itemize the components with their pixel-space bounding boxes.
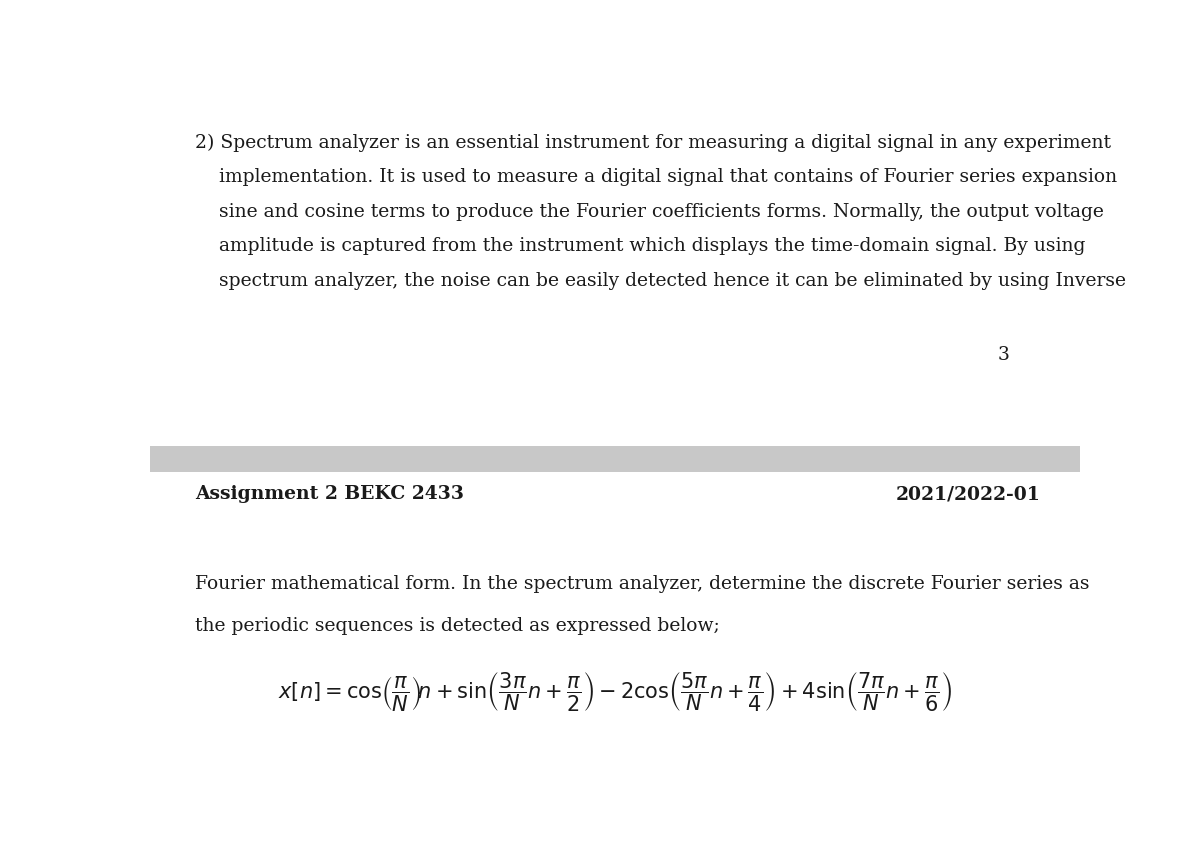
Text: the periodic sequences is detected as expressed below;: the periodic sequences is detected as ex…: [194, 616, 719, 634]
Text: implementation. It is used to measure a digital signal that contains of Fourier : implementation. It is used to measure a …: [194, 168, 1117, 186]
Text: 3: 3: [998, 346, 1009, 364]
Text: $x[n] = \cos\!\left(\dfrac{\pi}{N}\right)\!n + \sin\!\left(\dfrac{3\pi}{N}n + \d: $x[n] = \cos\!\left(\dfrac{\pi}{N}\right…: [278, 671, 952, 713]
Text: sine and cosine terms to produce the Fourier coefficients forms. Normally, the o: sine and cosine terms to produce the Fou…: [194, 203, 1104, 221]
Text: amplitude is captured from the instrument which displays the time-domain signal.: amplitude is captured from the instrumen…: [194, 237, 1085, 255]
Text: Fourier mathematical form. In the spectrum analyzer, determine the discrete Four: Fourier mathematical form. In the spectr…: [194, 576, 1090, 594]
Text: Assignment 2 BEKC 2433: Assignment 2 BEKC 2433: [194, 485, 463, 503]
Text: spectrum analyzer, the noise can be easily detected hence it can be eliminated b: spectrum analyzer, the noise can be easi…: [194, 272, 1126, 290]
Text: 2) Spectrum analyzer is an essential instrument for measuring a digital signal i: 2) Spectrum analyzer is an essential ins…: [194, 134, 1111, 152]
Text: 2021/2022-01: 2021/2022-01: [896, 485, 1040, 503]
FancyBboxPatch shape: [150, 446, 1080, 472]
